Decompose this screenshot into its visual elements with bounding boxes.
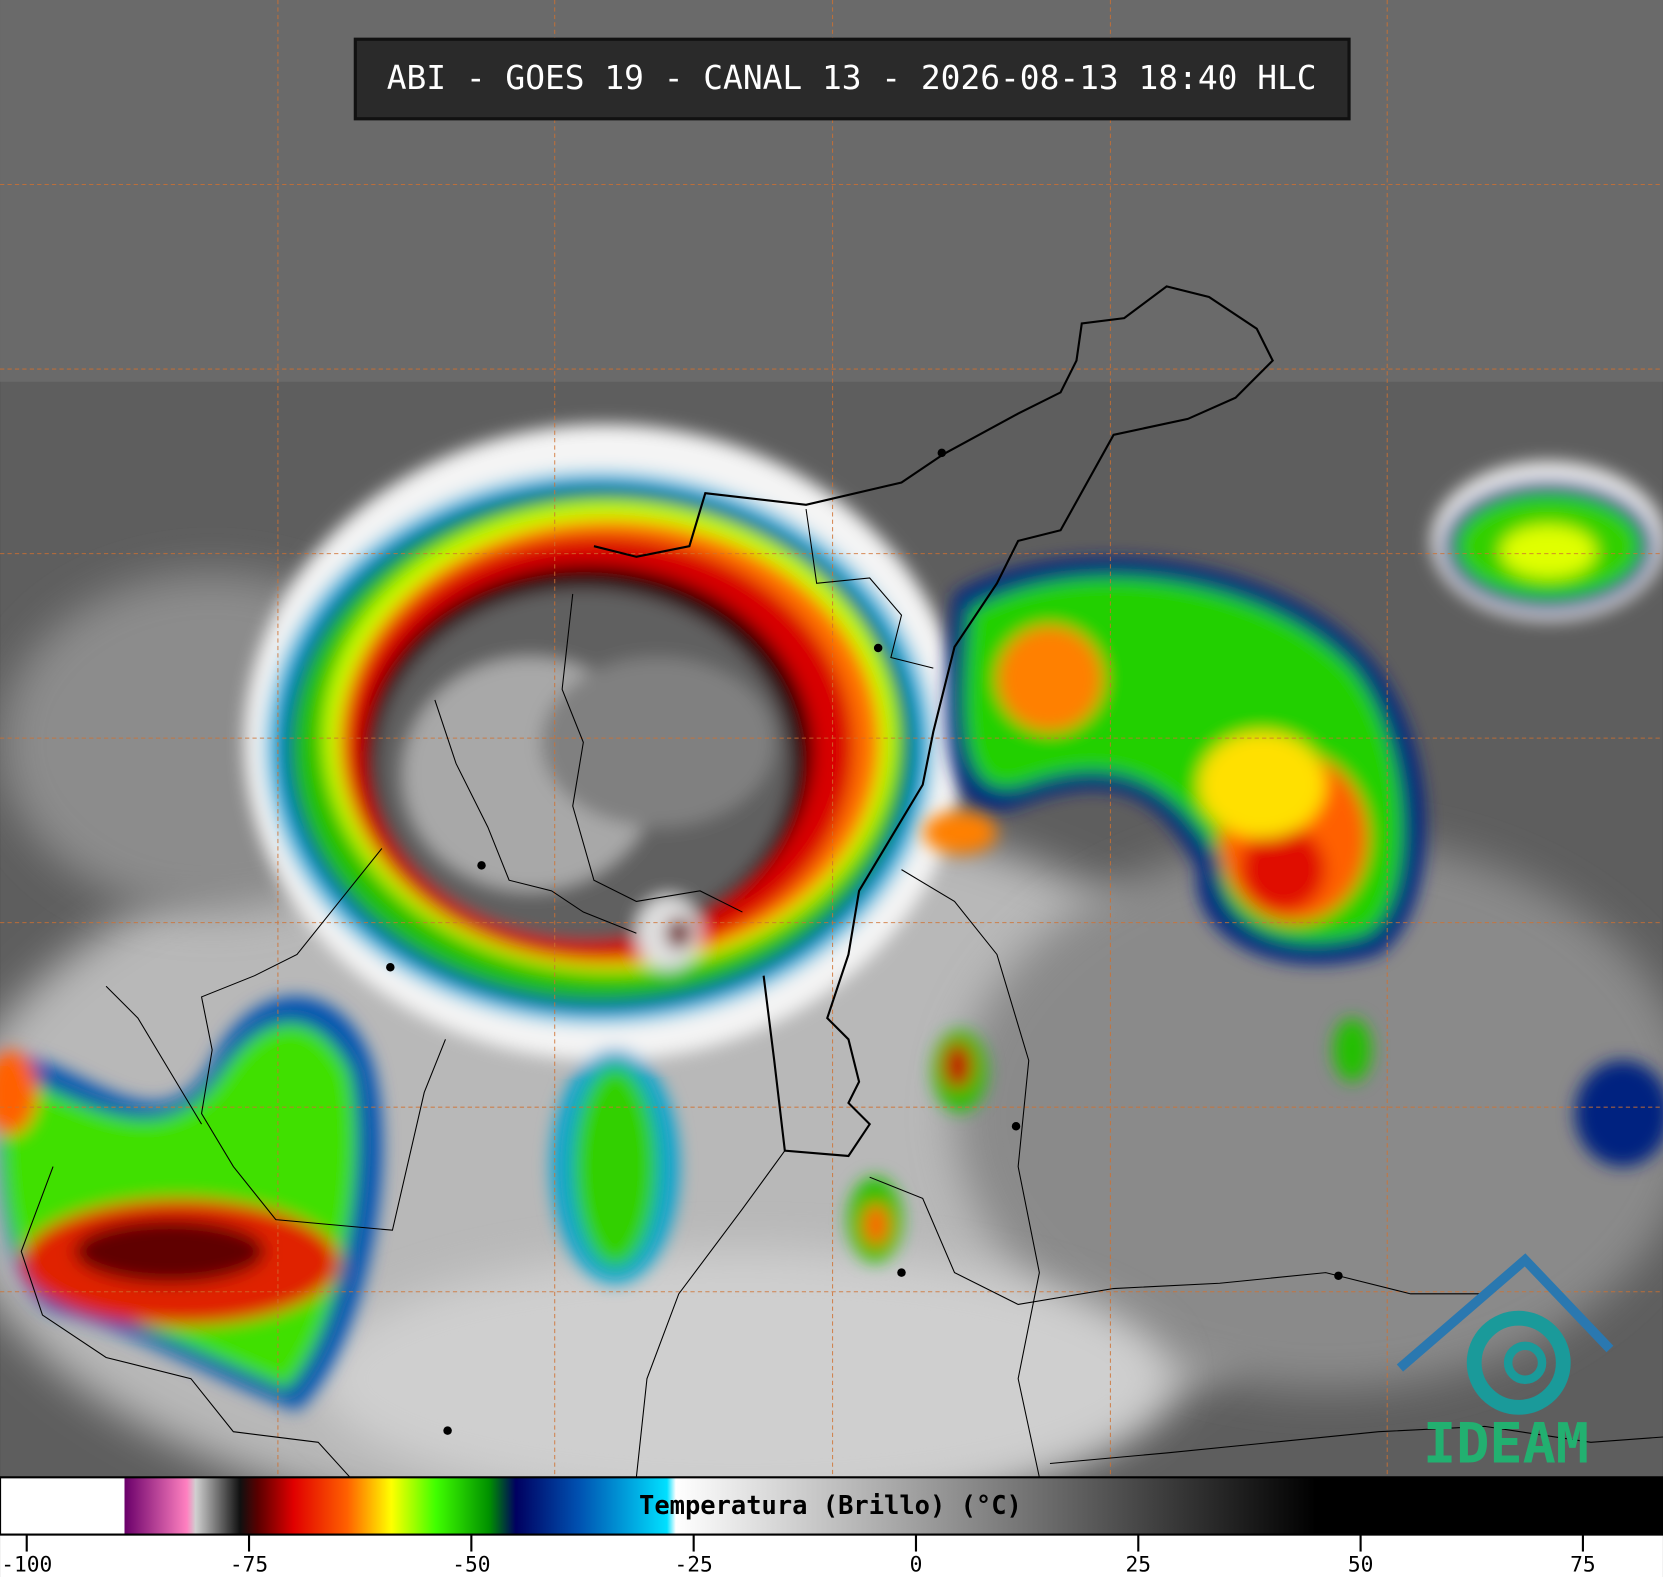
satellite-image: [0, 0, 1663, 1538]
tick-label: -100: [1, 1552, 52, 1577]
tick-label: -25: [675, 1552, 713, 1577]
tick-label: -50: [452, 1552, 490, 1577]
tick-label: 0: [910, 1552, 923, 1577]
colorbar-ticks: -100 -75 -50 -25 0 25 50 75: [1, 1534, 1596, 1577]
title-box: [353, 37, 1351, 121]
colorbar-label: Temperatura (Brillo) (°C): [639, 1491, 1022, 1521]
tick-label: 50: [1348, 1552, 1374, 1577]
tick-label: -75: [230, 1552, 268, 1577]
tick-label: 75: [1570, 1552, 1596, 1577]
colorbar: [0, 1476, 1663, 1536]
logo: IDEAM: [1396, 1253, 1614, 1477]
logo-text: IDEAM: [1423, 1413, 1589, 1477]
title: ABI - GOES 19 - CANAL 13 - 2026-08-13 18…: [387, 58, 1317, 97]
tick-label: 25: [1126, 1552, 1152, 1577]
